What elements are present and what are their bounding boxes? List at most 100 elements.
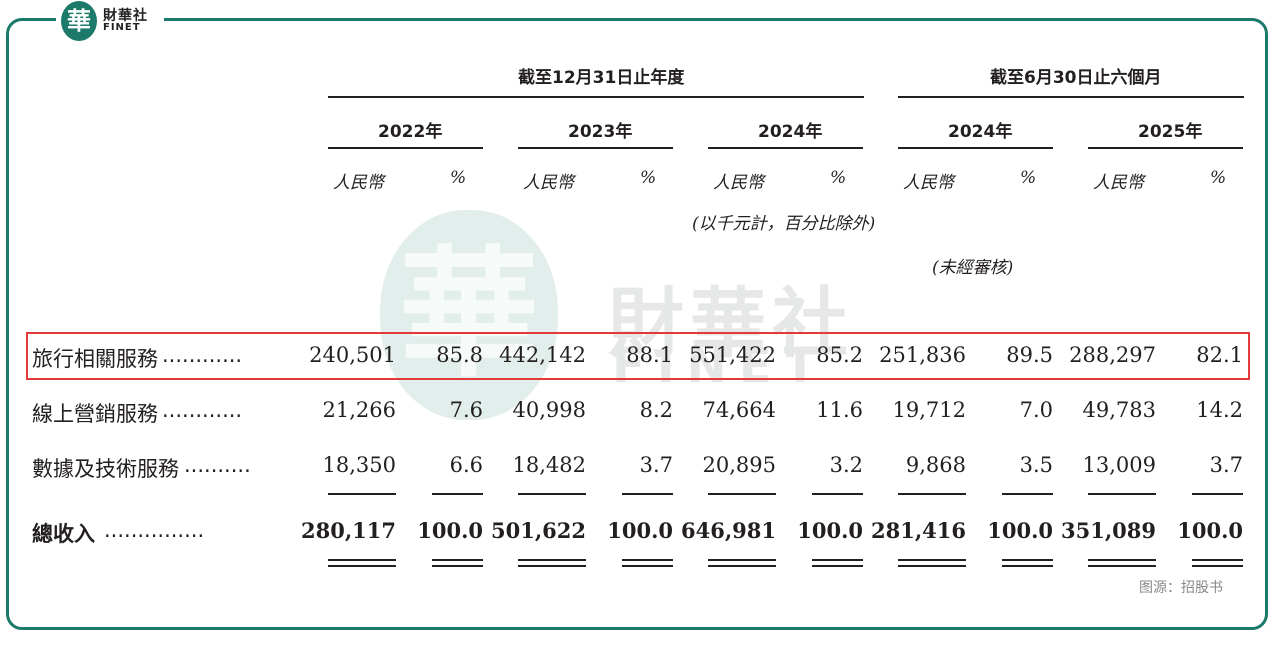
year-header: 2025年 [1138, 122, 1203, 142]
percent-cell: 7.0 [1019, 398, 1053, 422]
amount-cell: 240,501 [309, 343, 396, 367]
total-rule [622, 559, 673, 561]
rule-year [518, 147, 673, 149]
amount-cell: 442,142 [499, 343, 586, 367]
percent-subheader: % [640, 168, 657, 188]
percent-cell: 88.1 [626, 343, 673, 367]
percent-cell: 11.6 [816, 398, 863, 422]
highlight-box [26, 332, 1250, 380]
currency-subheader: 人民幣 [523, 173, 574, 193]
row-label: 數據及技術服務 [32, 457, 179, 481]
percent-cell: 100.0 [1177, 518, 1243, 543]
row-label: 線上營銷服務 [32, 402, 158, 426]
row-leader-dots: ............... [104, 518, 205, 542]
amount-cell: 20,895 [702, 453, 776, 477]
subtotal-rule [708, 493, 776, 495]
percent-subheader: % [830, 168, 847, 188]
total-rule [708, 559, 776, 561]
percent-cell: 89.5 [1006, 343, 1053, 367]
rule-year [708, 147, 863, 149]
subtotal-rule [518, 493, 586, 495]
source-caption: 图源：招股书 [1139, 580, 1223, 596]
total-rule [1002, 565, 1053, 567]
total-rule [518, 565, 586, 567]
percent-cell: 100.0 [797, 518, 863, 543]
rule-year [1088, 147, 1243, 149]
percent-cell: 7.6 [449, 398, 483, 422]
total-rule [432, 565, 483, 567]
amount-cell: 281,416 [871, 518, 966, 543]
percent-cell: 85.2 [816, 343, 863, 367]
amount-cell: 13,009 [1082, 453, 1156, 477]
row-label: 旅行相關服務 [32, 347, 158, 371]
percent-cell: 3.7 [1209, 453, 1243, 477]
percent-cell: 3.7 [639, 453, 673, 477]
header-year-group: 截至12月31日止年度 [518, 68, 685, 88]
total-rule [432, 559, 483, 561]
total-rule [1088, 565, 1156, 567]
percent-cell: 3.5 [1019, 453, 1053, 477]
currency-subheader: 人民幣 [333, 173, 384, 193]
percent-cell: 100.0 [987, 518, 1053, 543]
unit-note: (以千元計，百分比除外) [692, 214, 876, 234]
rule-half-group [898, 96, 1244, 98]
row-leader-dots: .......... [184, 453, 251, 477]
row-label: 總收入 [32, 522, 95, 546]
total-rule [1088, 559, 1156, 561]
rule-year [328, 147, 483, 149]
subtotal-rule [1088, 493, 1156, 495]
watermark-name-cn: 財華社 [608, 279, 854, 368]
total-rule [1192, 559, 1243, 561]
total-rule [1192, 565, 1243, 567]
row-leader-dots: ............ [162, 398, 243, 422]
subtotal-rule [1002, 493, 1053, 495]
logo-name-en: FINET [103, 22, 141, 33]
percent-cell: 14.2 [1196, 398, 1243, 422]
percent-cell: 85.8 [436, 343, 483, 367]
amount-cell: 288,297 [1069, 343, 1156, 367]
watermark-seal-icon: 華 [380, 210, 558, 420]
subtotal-rule [432, 493, 483, 495]
row-leader-dots: ............ [162, 343, 243, 367]
amount-cell: 49,783 [1082, 398, 1156, 422]
total-rule [708, 565, 776, 567]
subtotal-rule [898, 493, 966, 495]
year-header: 2024年 [758, 122, 823, 142]
subtotal-rule [622, 493, 673, 495]
total-rule [812, 559, 863, 561]
unaudited-note: (未經審核) [932, 258, 1014, 278]
year-header: 2024年 [948, 122, 1013, 142]
total-rule [328, 559, 396, 561]
total-rule [898, 559, 966, 561]
amount-cell: 646,981 [681, 518, 776, 543]
percent-cell: 3.2 [829, 453, 863, 477]
percent-subheader: % [1020, 168, 1037, 188]
amount-cell: 40,998 [512, 398, 586, 422]
logo-name-cn: 財華社 [103, 8, 148, 24]
percent-cell: 6.6 [449, 453, 483, 477]
amount-cell: 551,422 [689, 343, 776, 367]
currency-subheader: 人民幣 [903, 173, 954, 193]
amount-cell: 251,836 [879, 343, 966, 367]
amount-cell: 280,117 [301, 518, 396, 543]
percent-cell: 8.2 [639, 398, 673, 422]
currency-subheader: 人民幣 [713, 173, 764, 193]
percent-subheader: % [450, 168, 467, 188]
subtotal-rule [328, 493, 396, 495]
rule-year [898, 147, 1053, 149]
year-header: 2022年 [378, 122, 443, 142]
total-rule [812, 565, 863, 567]
total-rule [622, 565, 673, 567]
amount-cell: 18,350 [322, 453, 396, 477]
total-rule [328, 565, 396, 567]
amount-cell: 501,622 [491, 518, 586, 543]
total-rule [898, 565, 966, 567]
percent-cell: 100.0 [607, 518, 673, 543]
subtotal-rule [1192, 493, 1243, 495]
rule-year-group [328, 96, 864, 98]
currency-subheader: 人民幣 [1093, 173, 1144, 193]
percent-cell: 100.0 [417, 518, 483, 543]
total-rule [1002, 559, 1053, 561]
amount-cell: 21,266 [322, 398, 396, 422]
panel-frame [6, 18, 1268, 630]
